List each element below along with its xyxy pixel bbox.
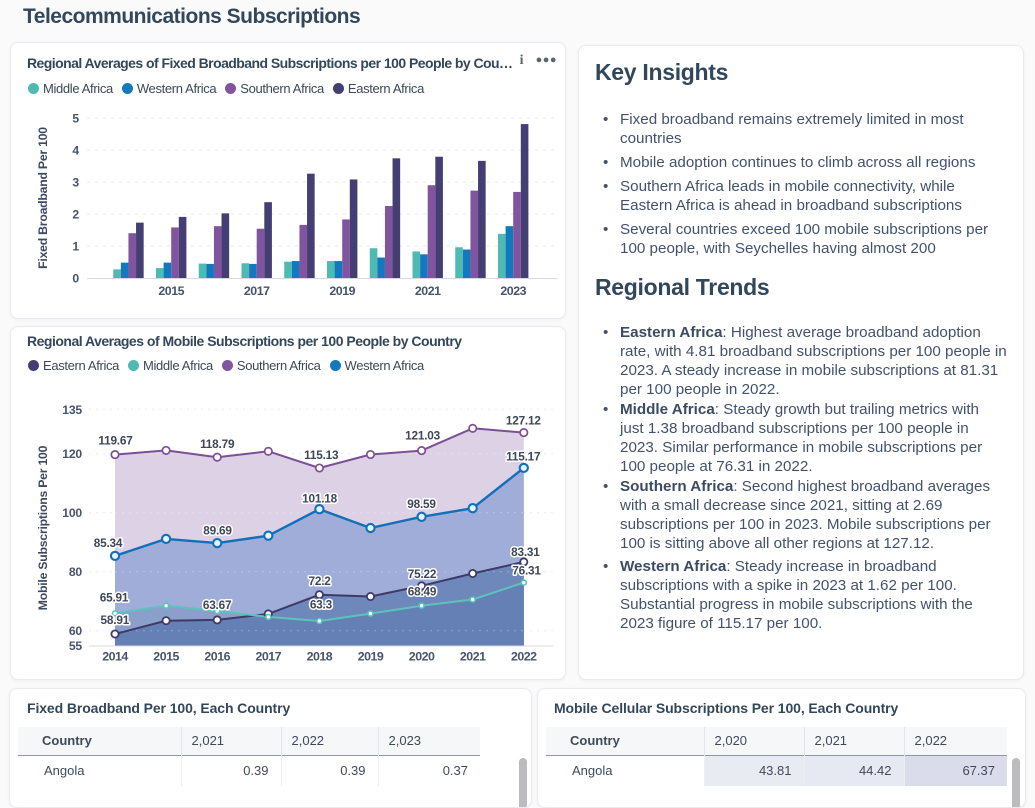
- svg-text:2: 2: [72, 208, 79, 222]
- svg-text:72.2: 72.2: [309, 574, 332, 588]
- svg-text:85.34: 85.34: [94, 536, 123, 550]
- svg-text:2016: 2016: [204, 650, 230, 664]
- svg-text:2015: 2015: [153, 650, 179, 664]
- svg-text:89.69: 89.69: [203, 524, 232, 538]
- svg-text:2019: 2019: [358, 650, 384, 664]
- svg-text:5: 5: [72, 112, 79, 126]
- svg-text:Fixed Broadband Per 100: Fixed Broadband Per 100: [36, 127, 50, 269]
- svg-text:2014: 2014: [102, 650, 128, 664]
- svg-text:2019: 2019: [329, 284, 355, 298]
- svg-text:2015: 2015: [158, 284, 184, 298]
- svg-text:2018: 2018: [307, 650, 333, 664]
- svg-text:Mobile Subscriptions Per 100: Mobile Subscriptions Per 100: [36, 445, 50, 610]
- svg-text:2020: 2020: [409, 650, 435, 664]
- svg-text:2017: 2017: [256, 650, 282, 664]
- svg-text:75.22: 75.22: [408, 567, 437, 581]
- svg-text:2021: 2021: [460, 650, 486, 664]
- svg-text:119.67: 119.67: [98, 434, 133, 448]
- svg-text:1: 1: [72, 240, 79, 254]
- svg-text:76.31: 76.31: [512, 564, 541, 578]
- svg-text:80: 80: [69, 565, 83, 579]
- svg-text:118.79: 118.79: [200, 437, 235, 451]
- svg-text:0: 0: [72, 272, 79, 286]
- svg-text:63.3: 63.3: [310, 598, 333, 612]
- svg-text:98.59: 98.59: [407, 497, 436, 511]
- svg-text:60: 60: [69, 624, 83, 638]
- svg-text:101.18: 101.18: [302, 491, 338, 505]
- svg-text:68.49: 68.49: [408, 585, 437, 599]
- svg-text:2023: 2023: [500, 284, 526, 298]
- svg-text:83.31: 83.31: [511, 545, 540, 559]
- svg-text:58.91: 58.91: [101, 613, 130, 627]
- svg-text:2022: 2022: [511, 650, 537, 664]
- svg-text:120: 120: [62, 447, 82, 461]
- svg-text:55: 55: [69, 639, 83, 653]
- svg-text:115.13: 115.13: [304, 448, 339, 462]
- svg-text:121.03: 121.03: [405, 428, 441, 442]
- svg-text:63.67: 63.67: [203, 598, 232, 612]
- svg-text:135: 135: [62, 403, 82, 417]
- svg-text:2021: 2021: [415, 284, 441, 298]
- svg-text:65.91: 65.91: [100, 591, 129, 605]
- svg-text:2017: 2017: [244, 284, 270, 298]
- svg-text:127.12: 127.12: [506, 414, 542, 428]
- svg-text:100: 100: [62, 506, 82, 520]
- svg-text:3: 3: [72, 176, 79, 190]
- svg-text:4: 4: [72, 144, 79, 158]
- svg-text:115.17: 115.17: [506, 449, 541, 463]
